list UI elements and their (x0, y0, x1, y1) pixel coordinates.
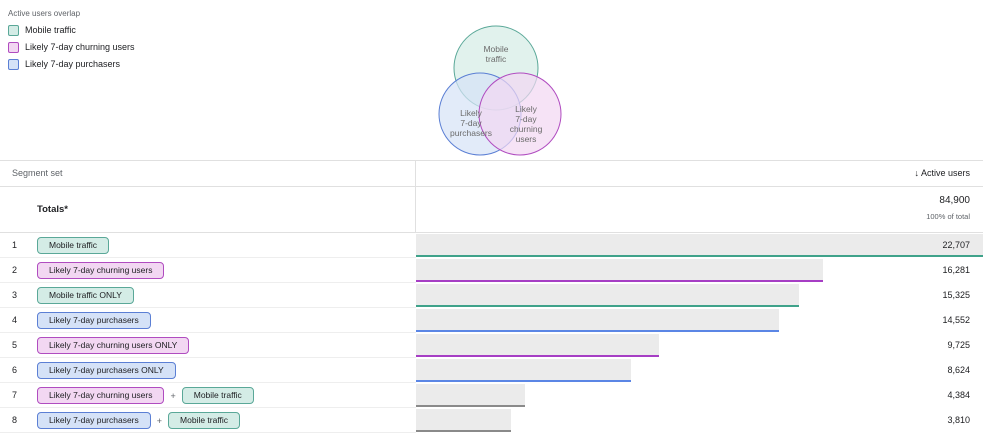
joiner: + (156, 415, 163, 426)
row-index: 3 (12, 290, 18, 300)
segment-chips: Mobile traffic ONLY (37, 287, 134, 304)
table-row: 8 Likely 7-day purchasers + Mobile traffic 3… (0, 408, 983, 433)
column-divider (415, 160, 416, 233)
legend-item: Mobile traffic (8, 23, 76, 37)
row-value: 3,810 (947, 415, 970, 425)
venn-label: traffic (486, 54, 507, 64)
venn-diagram: MobiletrafficLikely7-daypurchasersLikely… (438, 25, 562, 156)
venn-label: Likely (460, 108, 482, 118)
row-value: 9,725 (947, 340, 970, 350)
bar-underline (416, 305, 799, 307)
bar-underline (416, 430, 512, 432)
table-row: 2 Likely 7-day churning users 16,281 (0, 258, 983, 283)
legend-item: Likely 7-day purchasers (8, 57, 120, 71)
venn-label: Likely (515, 104, 537, 114)
row-index: 2 (12, 265, 18, 275)
row-index: 5 (12, 340, 18, 350)
segment-chip[interactable]: Mobile traffic ONLY (37, 287, 134, 304)
table-row: 5 Likely 7-day churning users ONLY 9,725 (0, 333, 983, 358)
bar (416, 259, 823, 281)
row-value: 4,384 (947, 390, 970, 400)
segment-chips: Mobile traffic (37, 237, 110, 254)
segment-chip[interactable]: Likely 7-day churning users (37, 387, 165, 404)
row-divider (0, 257, 416, 258)
bar-underline (416, 280, 823, 282)
venn-circle (478, 72, 562, 156)
row-index: 6 (12, 365, 18, 375)
row-value: 15,325 (942, 290, 970, 300)
segment-chip[interactable]: Mobile traffic (181, 387, 254, 404)
legend-swatch (8, 58, 19, 70)
row-divider (0, 332, 416, 333)
metric-header[interactable]: ↓ Active users (914, 168, 970, 178)
segment-chip[interactable]: Likely 7-day purchasers (37, 412, 151, 429)
divider (0, 186, 983, 187)
totals-value: 84,900 (939, 195, 970, 206)
segment-chips: Likely 7-day purchasers + Mobile traffic (37, 412, 241, 429)
bar-underline (416, 405, 526, 407)
legend-swatch (8, 41, 19, 53)
segment-chips: Likely 7-day purchasers (37, 312, 151, 329)
legend-title: Active users overlap (8, 9, 81, 18)
table-row: 4 Likely 7-day purchasers 14,552 (0, 308, 983, 333)
row-value: 8,624 (947, 365, 970, 375)
totals-share: 100% of total (926, 212, 970, 221)
table-row: 6 Likely 7-day purchasers ONLY 8,624 (0, 358, 983, 383)
bar (416, 234, 983, 256)
row-value: 14,552 (942, 315, 970, 325)
row-index: 8 (12, 415, 18, 425)
bar-underline (416, 255, 983, 257)
segment-chip[interactable]: Likely 7-day churning users ONLY (37, 337, 190, 354)
row-value: 22,707 (942, 240, 970, 250)
row-divider (0, 357, 416, 358)
joiner: + (170, 390, 176, 401)
segment-header: Segment set (12, 168, 63, 178)
legend-label: Likely 7-day purchasers (25, 59, 121, 69)
bar (416, 384, 526, 406)
totals-label: Totals* (37, 204, 68, 215)
segment-chip[interactable]: Likely 7-day churning users (37, 262, 165, 279)
bar (416, 409, 512, 431)
segment-chip[interactable]: Mobile traffic (37, 237, 110, 254)
row-index: 1 (12, 240, 18, 250)
bar (416, 309, 780, 331)
row-divider (0, 382, 416, 383)
bar (416, 284, 799, 306)
segment-chips: Likely 7-day churning users (37, 262, 165, 279)
table-row: 7 Likely 7-day churning users + Mobile traf… (0, 383, 983, 408)
legend-item: Likely 7-day churning users (8, 40, 135, 54)
venn-label: 7-day (460, 118, 482, 128)
venn-label: churning (510, 124, 543, 134)
segment-chip[interactable]: Mobile traffic (168, 412, 241, 429)
legend-label: Likely 7-day churning users (25, 42, 135, 52)
row-divider (0, 282, 416, 283)
bar-underline (416, 355, 659, 357)
bar-underline (416, 380, 632, 382)
row-divider (0, 407, 416, 408)
row-index: 7 (12, 390, 18, 400)
row-index: 4 (12, 315, 18, 325)
venn-label: Mobile (483, 44, 508, 54)
legend-label: Mobile traffic (25, 25, 76, 35)
segment-chip[interactable]: Likely 7-day purchasers (37, 312, 151, 329)
table-row: 1 Mobile traffic 22,707 (0, 233, 983, 258)
row-divider (0, 307, 416, 308)
legend-swatch (8, 24, 19, 36)
bar (416, 359, 632, 381)
table-row: 3 Mobile traffic ONLY 15,325 (0, 283, 983, 308)
row-value: 16,281 (942, 265, 970, 275)
bar-underline (416, 330, 780, 332)
segment-chip[interactable]: Likely 7-day purchasers ONLY (37, 362, 176, 379)
bar (416, 334, 659, 356)
segment-chips: Likely 7-day churning users ONLY (37, 337, 190, 354)
segment-chips: Likely 7-day churning users + Mobile traff… (37, 387, 254, 404)
venn-label: 7-day (515, 114, 537, 124)
venn-label: purchasers (450, 128, 492, 138)
row-divider (0, 432, 416, 433)
segment-chips: Likely 7-day purchasers ONLY (37, 362, 176, 379)
divider (0, 160, 983, 161)
divider (0, 232, 983, 233)
venn-label: users (516, 134, 537, 144)
